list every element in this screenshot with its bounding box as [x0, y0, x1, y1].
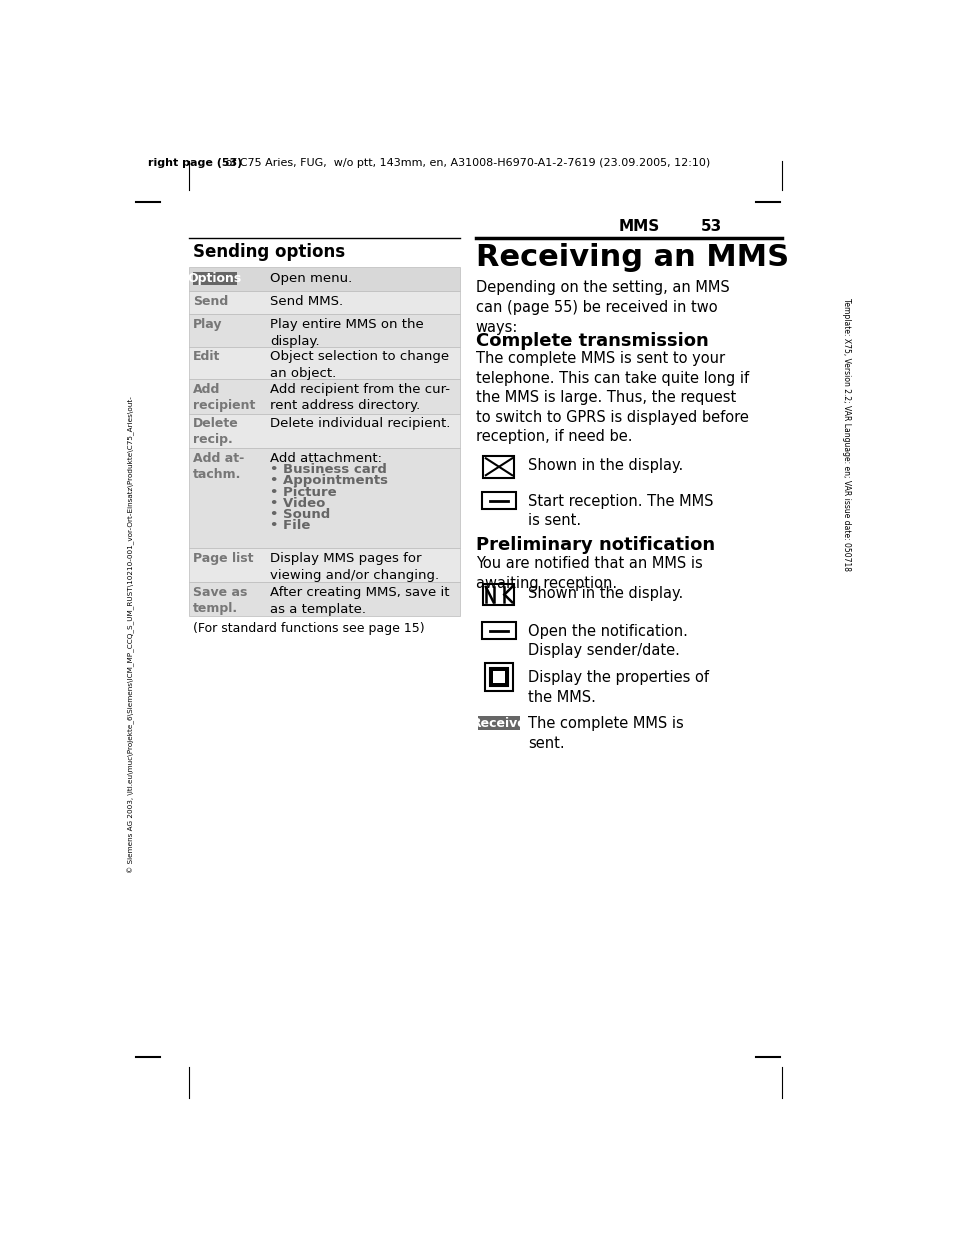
Text: Start reception. The MMS
is sent.: Start reception. The MMS is sent. [528, 493, 713, 528]
Text: Receive: Receive [471, 716, 526, 730]
Text: Delete individual recipient.: Delete individual recipient. [270, 417, 450, 430]
Text: • Business card: • Business card [270, 464, 387, 476]
Text: • Video: • Video [270, 497, 325, 510]
Text: The complete MMS is
sent.: The complete MMS is sent. [528, 716, 683, 751]
Text: Display the properties of
the MMS.: Display the properties of the MMS. [528, 670, 709, 704]
Text: Complete transmission: Complete transmission [476, 331, 708, 350]
Bar [483, 456, 514, 477]
Bar [189, 346, 459, 379]
Text: Add
recipient: Add recipient [193, 383, 255, 412]
Text: © Siemens AG 2003, \ltl.eu\muc\Projekte_6\Siemens\ICM_MP_CCQ_S_UM_RUST\10210-001: © Siemens AG 2003, \ltl.eu\muc\Projekte_… [128, 396, 135, 873]
Bar [481, 492, 516, 510]
Bar [193, 273, 236, 285]
Text: Shown in the display.: Shown in the display. [528, 586, 683, 601]
Text: Open menu.: Open menu. [270, 273, 353, 285]
Text: Preliminary notification: Preliminary notification [476, 536, 714, 554]
Text: Play entire MMS on the
display.: Play entire MMS on the display. [270, 318, 424, 348]
Text: • File: • File [270, 520, 311, 532]
Bar [189, 449, 459, 548]
Bar [189, 414, 459, 449]
Text: Display MMS pages for
viewing and/or changing.: Display MMS pages for viewing and/or cha… [270, 552, 439, 582]
Text: 53: 53 [700, 219, 721, 234]
Text: • Sound: • Sound [270, 508, 331, 521]
Text: The complete MMS is sent to your
telephone. This can take quite long if
the MMS : The complete MMS is sent to your telepho… [476, 351, 748, 445]
Text: After creating MMS, save it
as a template.: After creating MMS, save it as a templat… [270, 586, 450, 616]
Text: Sending options: Sending options [193, 243, 345, 262]
Text: right page (53): right page (53) [148, 158, 242, 168]
Text: Object selection to change
an object.: Object selection to change an object. [270, 350, 449, 380]
Text: Send MMS.: Send MMS. [270, 295, 343, 308]
Bar [189, 292, 459, 314]
Bar [189, 267, 459, 292]
Text: • Picture: • Picture [270, 486, 336, 498]
Bar [483, 584, 514, 606]
Text: Shown in the display.: Shown in the display. [528, 457, 683, 472]
Text: Play: Play [193, 318, 222, 331]
Bar [189, 314, 459, 346]
Text: (For standard functions see page 15): (For standard functions see page 15) [193, 622, 424, 635]
Text: Page list: Page list [193, 552, 253, 566]
Bar [189, 582, 459, 616]
Text: Edit: Edit [193, 350, 220, 364]
Bar [189, 379, 459, 414]
Bar [493, 670, 505, 683]
Text: of C75 Aries, FUG,  w/o ptt, 143mm, en, A31008-H6970-A1-2-7619 (23.09.2005, 12:1: of C75 Aries, FUG, w/o ptt, 143mm, en, A… [221, 158, 709, 168]
Text: Send: Send [193, 295, 228, 308]
Text: Template: X75, Version 2.2; VAR Language: en; VAR issue date: 050718: Template: X75, Version 2.2; VAR Language… [841, 298, 850, 571]
Bar [484, 663, 513, 690]
Text: Options: Options [188, 273, 242, 285]
Text: Delete
recip.: Delete recip. [193, 417, 238, 446]
Text: Depending on the setting, an MMS
can (page 55) be received in two
ways:: Depending on the setting, an MMS can (pa… [476, 280, 729, 335]
Text: Add at-
tachm.: Add at- tachm. [193, 452, 244, 481]
Text: Receiving an MMS: Receiving an MMS [476, 243, 788, 273]
Text: Save as
templ.: Save as templ. [193, 586, 247, 616]
Bar [477, 716, 519, 730]
Text: Add recipient from the cur-
rent address directory.: Add recipient from the cur- rent address… [270, 383, 450, 412]
Text: • Appointments: • Appointments [270, 475, 388, 487]
Bar [189, 548, 459, 582]
Bar [481, 622, 516, 639]
Text: Open the notification.
Display sender/date.: Open the notification. Display sender/da… [528, 624, 688, 658]
Text: MMS: MMS [618, 219, 659, 234]
Text: Add attachment:: Add attachment: [270, 452, 382, 465]
Text: You are notified that an MMS is
awaiting reception.: You are notified that an MMS is awaiting… [476, 556, 701, 591]
Bar [489, 668, 508, 687]
